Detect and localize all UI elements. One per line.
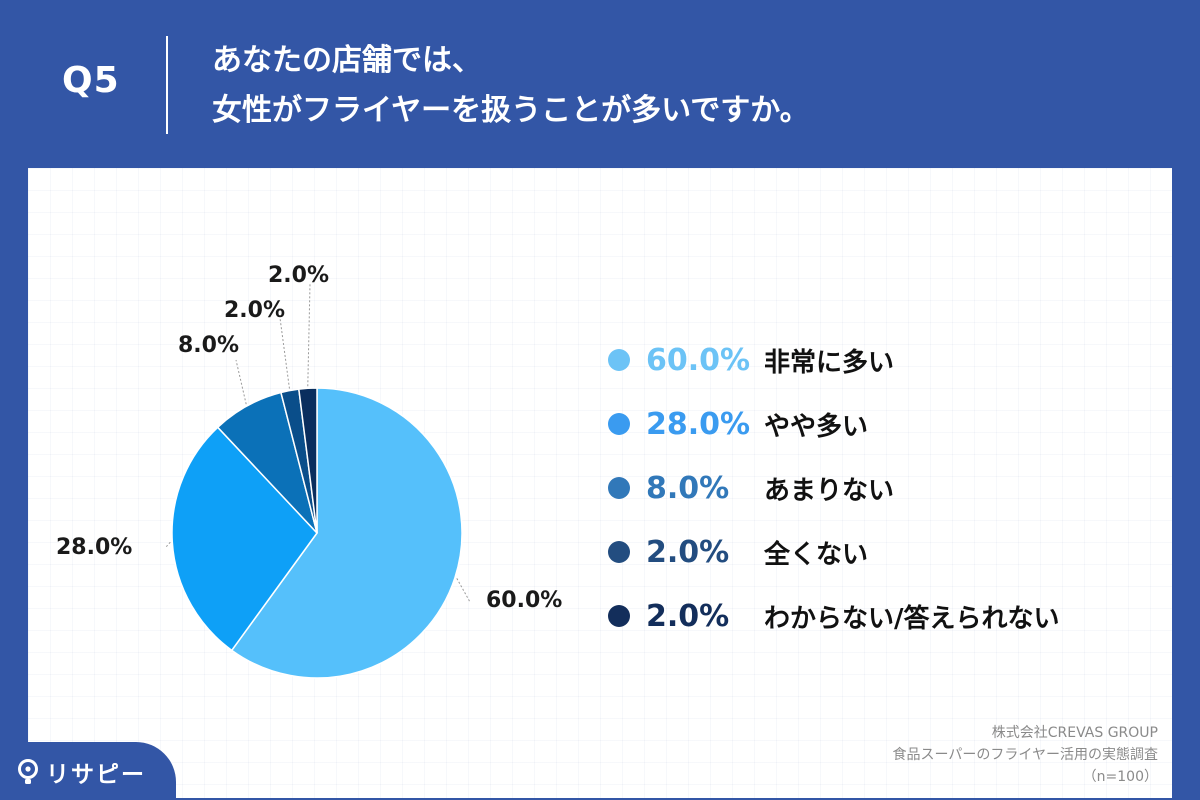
question-line-2: 女性がフライヤーを扱うことが多いですか。 (212, 93, 810, 128)
legend-dot-icon (608, 605, 630, 627)
legend-label: 全くない (764, 539, 869, 570)
question-number: Q5 (62, 60, 120, 101)
pie-data-label: 2.0% (268, 263, 330, 288)
leader-line (456, 578, 471, 603)
legend-dot-icon (608, 541, 630, 563)
legend-item-very-many: 60.0% 非常に多い (608, 328, 1148, 392)
leader-line (307, 283, 311, 387)
legend-percent: 8.0% (646, 470, 730, 506)
source-company: 株式会社CREVAS GROUP (991, 725, 1158, 741)
question-line-1: あなたの店舗では、 (212, 43, 482, 78)
leader-line (235, 359, 247, 405)
legend-item-dont-know: 2.0% わからない/答えられない (608, 584, 1148, 648)
legend-dot-icon (608, 477, 630, 499)
pie-data-label: 2.0% (224, 298, 286, 323)
legend-item-somewhat-many: 28.0% やや多い (608, 392, 1148, 456)
chart-panel: 60.0% 28.0% 8.0% 2.0% 2.0% 60.0% 非常に多い 28.0%… (28, 168, 1172, 798)
pie-slice (230, 387, 463, 679)
source-sample-size: （n=100） (1082, 769, 1158, 785)
legend-percent: 2.0% (646, 534, 730, 570)
pie-slice (297, 387, 318, 534)
lightbulb-icon (18, 759, 38, 784)
brand-logo: リサピー (0, 742, 176, 800)
legend-percent: 2.0% (646, 598, 730, 634)
legend-percent: 60.0% (646, 342, 751, 378)
source-survey: 食品スーパーのフライヤー活用の実態調査 (892, 747, 1158, 763)
question-title: あなたの店舗では、 女性がフライヤーを扱うことが多いですか。 (212, 36, 1172, 136)
header: Q5 あなたの店舗では、 女性がフライヤーを扱うことが多いですか。 (0, 0, 1200, 170)
brand-name: リサピー (46, 762, 146, 788)
pie-data-label: 28.0% (56, 535, 133, 560)
legend-label: 非常に多い (764, 347, 895, 378)
source-note: 株式会社CREVAS GROUP 食品スーパーのフライヤー活用の実態調査 （n=… (893, 722, 1158, 788)
leader-line (279, 317, 290, 389)
pie-slice (171, 426, 318, 652)
header-divider (166, 36, 168, 134)
legend-dot-icon (608, 349, 630, 371)
legend-percent: 28.0% (646, 406, 751, 442)
legend-label: あまりない (764, 475, 895, 506)
pie-chart (165, 283, 471, 679)
pie-data-label: 8.0% (178, 333, 240, 358)
legend-dot-icon (608, 413, 630, 435)
legend-label: やや多い (764, 411, 869, 442)
chart-legend: 60.0% 非常に多い 28.0% やや多い 8.0% あまりない 2.0% 全… (608, 328, 1148, 648)
leader-line (165, 541, 171, 548)
legend-item-not-much: 8.0% あまりない (608, 456, 1148, 520)
legend-label: わからない/答えられない (764, 603, 1060, 634)
legend-item-not-at-all: 2.0% 全くない (608, 520, 1148, 584)
pie-data-label: 60.0% (486, 588, 563, 613)
